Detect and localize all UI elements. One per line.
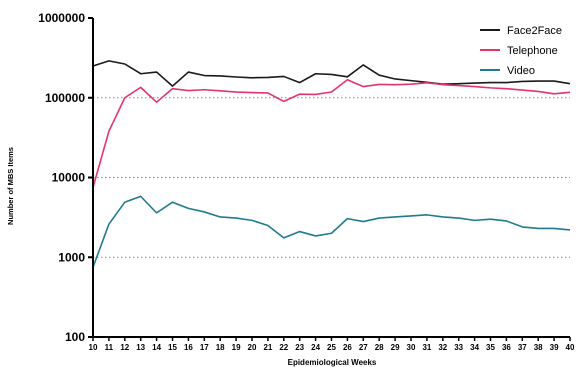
y-axis-label: Number of MBS Items — [6, 147, 15, 225]
y-tick-label: 100 — [65, 330, 85, 344]
series-line-video — [92, 195, 571, 268]
y-tick-label: 100000 — [45, 91, 85, 105]
x-tick-label: 12 — [120, 343, 129, 352]
series-line-telephone — [92, 78, 571, 188]
x-tick-label: 32 — [438, 343, 447, 352]
x-tick-label: 40 — [566, 343, 575, 352]
x-tick-label: 28 — [375, 343, 384, 352]
x-tick-label: 22 — [279, 343, 288, 352]
x-tick-label: 30 — [407, 343, 416, 352]
legend-item: Video — [480, 65, 535, 77]
series-line-face2face — [92, 60, 571, 87]
x-tick-label: 13 — [136, 343, 145, 352]
x-axis-label: Epidemiological Weeks — [288, 358, 377, 367]
x-tick-label: 29 — [391, 343, 400, 352]
x-tick-label: 39 — [550, 343, 559, 352]
y-axis-ticks: 100 1000 10000 100000 1000000 — [38, 11, 93, 344]
legend-item: Telephone — [480, 45, 558, 57]
x-tick-label: 24 — [311, 343, 320, 352]
x-axis-ticks: 10 11 12 13 14 15 16 17 18 19 20 21 22 23 24 25 26 27 28 29… — [89, 337, 575, 352]
x-tick-label: 21 — [263, 343, 272, 352]
x-tick-label: 38 — [534, 343, 543, 352]
y-tick-label: 10000 — [52, 171, 86, 185]
legend-label: Video — [507, 65, 535, 77]
y-tick-label: 1000000 — [38, 11, 85, 25]
x-tick-label: 19 — [232, 343, 241, 352]
x-tick-label: 20 — [248, 343, 257, 352]
legend-item: Face2Face — [480, 25, 562, 37]
x-tick-label: 31 — [422, 343, 431, 352]
legend-label: Face2Face — [507, 25, 562, 37]
x-tick-label: 14 — [152, 343, 161, 352]
x-tick-label: 35 — [486, 343, 495, 352]
legend: Face2Face Telephone Video — [480, 25, 562, 77]
x-tick-label: 33 — [454, 343, 463, 352]
legend-label: Telephone — [507, 45, 558, 57]
x-tick-label: 10 — [89, 343, 98, 352]
x-tick-label: 26 — [343, 343, 352, 352]
x-tick-label: 16 — [184, 343, 193, 352]
x-tick-label: 25 — [327, 343, 336, 352]
x-tick-label: 27 — [359, 343, 368, 352]
series-lines — [92, 60, 571, 268]
y-tick-label: 1000 — [58, 250, 85, 264]
x-tick-label: 17 — [200, 343, 209, 352]
x-tick-label: 34 — [470, 343, 479, 352]
x-tick-label: 23 — [295, 343, 304, 352]
x-tick-label: 15 — [168, 343, 177, 352]
x-tick-label: 36 — [502, 343, 511, 352]
x-tick-label: 11 — [105, 343, 114, 352]
x-tick-label: 37 — [518, 343, 527, 352]
x-tick-label: 18 — [216, 343, 225, 352]
